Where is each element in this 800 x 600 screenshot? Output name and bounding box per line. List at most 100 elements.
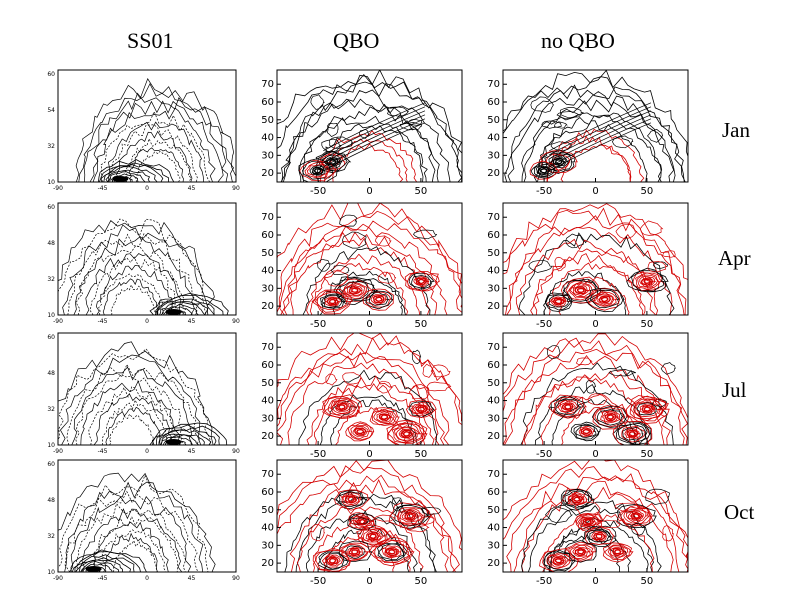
contour-line	[327, 397, 358, 417]
x-tick-label: -45	[98, 185, 108, 192]
contour-line	[367, 532, 381, 540]
contour-line	[546, 135, 631, 182]
contour-line	[386, 419, 428, 445]
contour-line	[540, 393, 641, 445]
contour-line	[344, 495, 357, 504]
contour-lines	[277, 333, 462, 445]
contour-line	[64, 490, 199, 572]
plot-frame	[57, 332, 237, 446]
contour-line	[95, 265, 173, 315]
contour-line	[406, 513, 415, 519]
contour-line	[85, 253, 185, 315]
contour-line	[413, 276, 430, 288]
contour-line	[581, 429, 591, 435]
plot-frame	[57, 202, 237, 316]
contour-line	[561, 406, 632, 445]
contour-line	[417, 278, 427, 285]
contour-line	[533, 164, 555, 178]
row-label-oct: Oct	[724, 500, 755, 524]
y-tick-label: 60	[487, 487, 500, 498]
contour-line	[321, 294, 343, 308]
contour-line	[321, 554, 343, 568]
y-tick-label: 48	[47, 240, 55, 247]
x-tick-label: 0	[592, 186, 598, 197]
contour-line	[544, 506, 573, 524]
contour-line	[515, 238, 657, 315]
contour-line	[572, 285, 590, 297]
contour-line	[160, 303, 199, 315]
contour-line	[277, 351, 445, 445]
contour-line	[533, 248, 659, 315]
contour-line	[356, 428, 365, 435]
contour-line	[596, 294, 614, 305]
dense-contour-region	[85, 566, 102, 572]
contour-line	[503, 207, 687, 315]
contour-line	[503, 76, 685, 182]
contour-line	[102, 278, 159, 315]
x-tick-label: -50	[536, 319, 552, 330]
contour-line	[277, 74, 462, 179]
x-tick-label: 45	[188, 575, 196, 582]
y-tick-label: 50	[487, 115, 500, 126]
y-tick-label: 32	[47, 276, 55, 283]
contour-line	[565, 233, 584, 249]
x-tick-label: -50	[310, 319, 326, 330]
panel-no-qbo-jul: -50 0 50 20 30 40 50 60 70	[487, 332, 689, 465]
contour-line	[319, 270, 406, 315]
contour-line	[568, 281, 594, 299]
y-tick-label: 30	[487, 283, 500, 294]
contour-line	[550, 296, 567, 308]
contour-line	[407, 271, 438, 292]
contour-line	[377, 542, 409, 561]
contour-line	[105, 406, 161, 445]
contour-line	[92, 515, 179, 572]
contour-line	[626, 267, 669, 293]
contour-line	[354, 516, 372, 528]
contour-line	[64, 481, 204, 572]
contour-line	[417, 406, 426, 412]
y-tick-label: 60	[47, 204, 55, 211]
contour-line	[374, 539, 409, 564]
contour-line	[552, 556, 565, 565]
y-tick-label: 20	[487, 168, 500, 179]
contour-line	[395, 426, 419, 441]
y-tick-label: 50	[487, 378, 500, 389]
contour-line	[564, 541, 596, 563]
contour-line	[324, 555, 341, 567]
contour-line	[561, 278, 603, 304]
x-tick-label: 90	[232, 448, 240, 455]
contour-line	[405, 523, 430, 533]
contour-line	[58, 474, 209, 572]
contour-line	[662, 250, 676, 258]
contour-line	[647, 128, 664, 143]
contour-line	[582, 525, 617, 548]
contour-line	[400, 429, 414, 439]
x-tick-label: 0	[592, 576, 598, 587]
contour-line	[545, 153, 571, 171]
contour-line	[295, 496, 436, 572]
y-tick-label: 54	[47, 107, 55, 114]
contour-line	[348, 547, 362, 557]
contour-line	[577, 549, 585, 555]
x-tick-label: -50	[310, 576, 326, 587]
contour-line	[82, 563, 113, 572]
y-tick-label: 70	[487, 79, 500, 90]
y-tick-label: 30	[261, 540, 274, 551]
x-tick-label: -50	[536, 576, 552, 587]
contour-line	[380, 414, 389, 420]
contour-line	[335, 402, 348, 412]
contour-line	[338, 404, 347, 410]
contour-line	[506, 476, 688, 572]
contour-line	[615, 223, 638, 240]
contour-line	[572, 496, 582, 502]
contour-line	[549, 122, 652, 172]
contour-line	[641, 404, 655, 414]
contour-lines	[277, 203, 462, 315]
contour-line	[128, 147, 184, 182]
contour-line	[89, 100, 224, 182]
contour-line	[554, 298, 563, 305]
contour-line	[330, 398, 355, 416]
column-title-qbo: QBO	[333, 28, 380, 53]
contour-line	[333, 489, 371, 511]
contour-line	[317, 551, 349, 570]
